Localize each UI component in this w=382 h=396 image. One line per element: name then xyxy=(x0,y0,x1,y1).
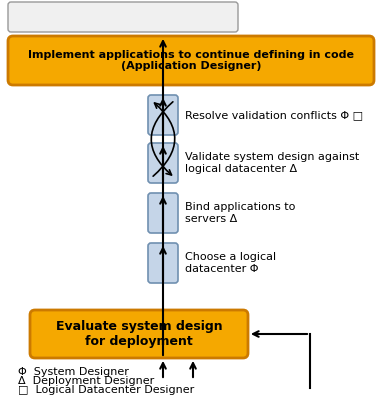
Text: Bind applications to
servers Δ: Bind applications to servers Δ xyxy=(185,202,295,224)
FancyBboxPatch shape xyxy=(148,243,178,283)
Text: Evaluate system design
for deployment: Evaluate system design for deployment xyxy=(56,320,222,348)
Text: Implement applications to continue defining in code
(Application Designer): Implement applications to continue defin… xyxy=(28,50,354,71)
Text: Δ  Deployment Designer: Δ Deployment Designer xyxy=(18,376,154,386)
Text: Validate system design against
logical datacenter Δ: Validate system design against logical d… xyxy=(185,152,359,174)
FancyBboxPatch shape xyxy=(148,143,178,183)
Text: Choose a logical
datacenter Φ: Choose a logical datacenter Φ xyxy=(185,252,276,274)
FancyBboxPatch shape xyxy=(148,193,178,233)
FancyBboxPatch shape xyxy=(148,95,178,135)
Text: □  Logical Datacenter Designer: □ Logical Datacenter Designer xyxy=(18,385,194,395)
FancyBboxPatch shape xyxy=(30,310,248,358)
FancyBboxPatch shape xyxy=(8,36,374,85)
Text: Φ  System Designer: Φ System Designer xyxy=(18,367,129,377)
FancyBboxPatch shape xyxy=(8,2,238,32)
Text: Resolve validation conflicts Φ □: Resolve validation conflicts Φ □ xyxy=(185,110,363,120)
